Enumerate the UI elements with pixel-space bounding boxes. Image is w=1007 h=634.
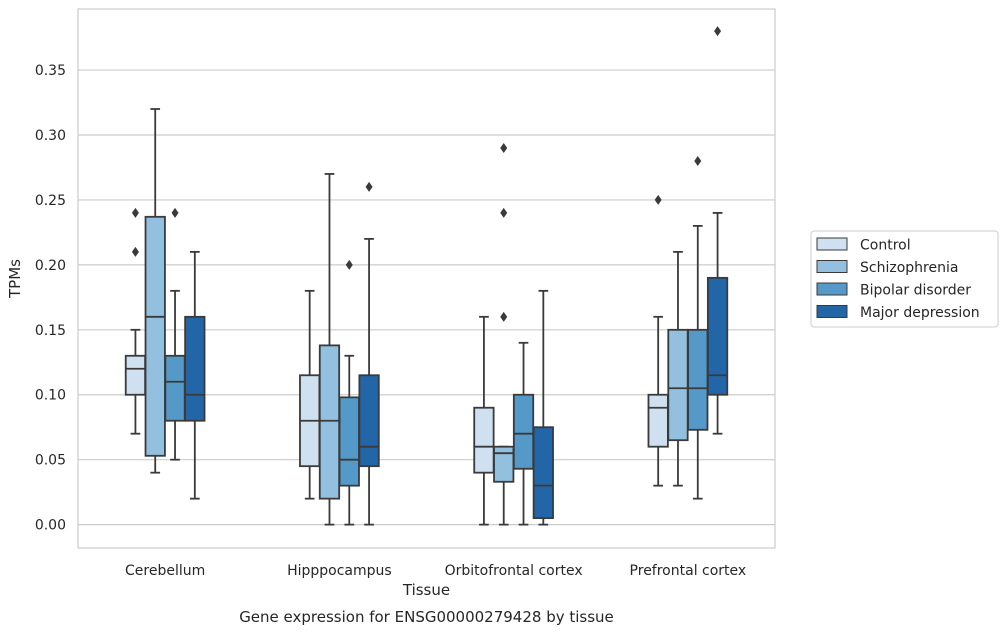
x-axis-label: Tissue [402,581,450,599]
grid-lines [78,69,775,526]
y-tick-labels: 0.00 0.05 0.10 0.15 0.20 0.25 0.30 0.35 [35,63,66,534]
legend-items: Control Schizophrenia Bipolar disorder Majo… [816,237,980,321]
legend-label: Schizophrenia [860,260,958,276]
outlier-point [171,207,179,218]
box-major-depression [706,26,729,435]
box-control [473,315,495,526]
outlier-point [654,194,662,205]
legend-frame [810,230,999,328]
x-tick-label: Cerebellum [125,563,205,579]
box-major-depression [358,181,380,526]
box-bipolar-disorder [687,155,709,500]
box-body [647,393,669,448]
box-major-depression [532,289,554,526]
legend: Control Schizophrenia Bipolar disorder Majo… [810,230,999,328]
box-schizophrenia [667,250,689,487]
plot-frame [77,8,776,549]
box-body [667,328,689,442]
box-body [318,344,341,500]
x-tick-labels: Cerebellum Hipppocampus Orbitofrontal cort… [125,563,746,579]
y-tick-label: 0.25 [35,193,66,209]
box-major-depression [184,250,206,500]
y-axis-label: TPMs [6,259,24,299]
outlier-point [714,26,722,37]
box-bipolar-disorder [164,207,186,461]
box-body [512,393,535,470]
y-tick-label: 0.35 [35,63,66,79]
box-schizophrenia [144,108,166,474]
box-body [144,215,166,457]
outlier-point [500,207,508,218]
y-tick-label: 0.30 [35,128,66,144]
outlier-point [500,311,508,322]
box-control [647,194,669,487]
legend-label: Bipolar disorder [860,283,971,299]
box-body [473,406,495,474]
x-tick-label: Hipppocampus [287,563,392,579]
box-bipolar-disorder [338,259,360,526]
box-body [358,374,380,468]
outlier-point [131,207,139,218]
box-body [706,276,729,396]
boxes [124,26,729,526]
outlier-point [365,181,373,192]
x-tick-label: Orbitofrontal cortex [445,563,583,579]
box-control [124,207,147,435]
box-body [124,354,147,396]
legend-label: Control [860,238,911,254]
outlier-point [345,259,353,270]
box-control [299,289,321,500]
legend-swatch [816,305,848,318]
box-schizophrenia [318,173,341,526]
legend-label: Major depression [860,305,980,321]
box-body [532,426,554,520]
y-tick-label: 0.15 [35,323,66,339]
legend-swatch [816,237,848,251]
legend-swatch [816,282,848,296]
legend-swatch [816,260,848,273]
chart-caption: Gene expression for ENSG00000279428 by t… [239,608,614,626]
x-tick-label: Prefrontal cortex [630,563,747,579]
outlier-point [131,246,139,257]
y-tick-label: 0.00 [35,518,66,534]
outlier-point [500,142,508,153]
box-body [493,445,515,483]
box-body [184,315,206,422]
y-tick-label: 0.05 [35,453,66,469]
box-bipolar-disorder [512,341,535,526]
y-tick-label: 0.20 [35,258,66,274]
y-tick-label: 0.10 [35,388,66,404]
box-body [164,354,186,422]
box-body [687,328,709,431]
box-body [338,396,360,487]
outlier-point [694,155,702,166]
